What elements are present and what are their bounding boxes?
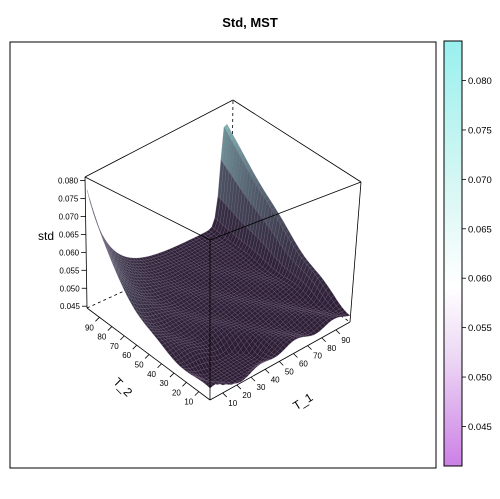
t1-tick-mark — [279, 361, 284, 366]
surface-mesh — [86, 123, 351, 389]
top-back-edge-left — [84, 99, 234, 178]
t1-tick-label: 30 — [257, 383, 266, 392]
t1-tick-mark — [293, 353, 298, 358]
t2-tick-label: 40 — [147, 370, 156, 379]
z-tick-label: 0.065 — [59, 230, 80, 239]
front-bottom-edge-t1 — [209, 321, 351, 401]
t2-tick-mark — [144, 354, 150, 359]
colorbar-tick-label: 0.075 — [468, 125, 492, 136]
t1-tick-mark — [222, 392, 228, 398]
colorbar-tick-label: 0.080 — [468, 76, 492, 87]
t1-tick-label: 90 — [341, 336, 350, 345]
z-tick-label: 0.070 — [59, 212, 80, 221]
plot-frame — [9, 41, 437, 469]
chart-title: Std, MST — [222, 15, 278, 30]
t1-tick-mark — [335, 329, 341, 335]
colorbar-tick-label: 0.050 — [468, 373, 492, 384]
box-front-edges — [84, 99, 362, 401]
t2-tick-label: 20 — [172, 388, 181, 397]
t2-tick-label: 10 — [184, 398, 193, 407]
top-front-edge-left — [84, 176, 211, 241]
t1-tick-label: 80 — [327, 344, 336, 353]
t1-tick-mark — [307, 345, 312, 350]
z-tick-label: 0.045 — [60, 302, 81, 311]
t1-tick-label: 10 — [228, 399, 237, 408]
z-tick-label: 0.075 — [58, 195, 79, 204]
t2-tick-mark — [119, 335, 125, 341]
colorbar-tick-label: 0.060 — [468, 274, 492, 285]
left-vertical-edge — [84, 176, 88, 309]
colorbar-tick-label: 0.065 — [468, 224, 492, 235]
t2-tick-mark — [194, 391, 200, 396]
t1-tick-label: 40 — [271, 375, 280, 384]
colorbar-tick-label: 0.055 — [468, 323, 492, 334]
t2-tick-label: 90 — [85, 323, 94, 332]
colorbar-ticks: 0.045 0.050 0.055 0.060 0.065 0.070 0.075 0.080 — [462, 76, 492, 433]
t2-tick-mark — [107, 326, 113, 331]
t1-tick-mark — [264, 368, 270, 374]
t2-tick-label: 50 — [135, 360, 144, 369]
t2-tick-label: 70 — [110, 342, 119, 351]
t2-tick-mark — [132, 344, 137, 350]
z-tick-label: 0.055 — [59, 266, 80, 275]
colorbar-tick-label: 0.070 — [468, 175, 492, 186]
top-back-edge-right — [232, 99, 362, 183]
t1-tick-mark — [250, 376, 256, 382]
t2-tick-label: 80 — [97, 333, 106, 342]
t1-axis-label: T_1 — [290, 390, 315, 413]
colorbar-ramp — [443, 40, 463, 467]
right-vertical-edge — [349, 181, 362, 323]
z-axis: 0.045 0.050 0.055 0.060 0.065 0.070 0.075 0.080… — [38, 177, 87, 311]
t1-tick-label: 50 — [285, 367, 294, 376]
t2-tick-mark — [182, 382, 187, 387]
t2-tick-label: 30 — [160, 379, 169, 388]
t2-tick-label: 60 — [122, 351, 131, 360]
t1-tick-label: 60 — [299, 360, 308, 369]
t2-axis-label: T_2 — [111, 375, 136, 400]
colorbar: 0.045 0.050 0.055 0.060 0.065 0.070 0.075 0.080 — [443, 40, 492, 467]
t1-tick-mark — [321, 337, 327, 343]
t2-tick-mark — [157, 363, 162, 369]
t1-tick-label: 70 — [313, 352, 322, 361]
t1-tick-label: 20 — [242, 391, 251, 400]
z-tick-label: 0.060 — [59, 248, 80, 257]
z-tick-label: 0.050 — [60, 284, 81, 293]
t1-tick-mark — [236, 384, 242, 390]
z-tick-label: 0.080 — [58, 177, 79, 186]
front-bottom-edge-t2 — [86, 307, 211, 401]
z-axis-label: std — [38, 229, 54, 243]
colorbar-tick-label: 0.045 — [468, 422, 492, 433]
t2-tick-mark — [169, 372, 175, 378]
top-front-edge-right — [209, 181, 362, 241]
t2-tick-mark — [95, 317, 100, 322]
